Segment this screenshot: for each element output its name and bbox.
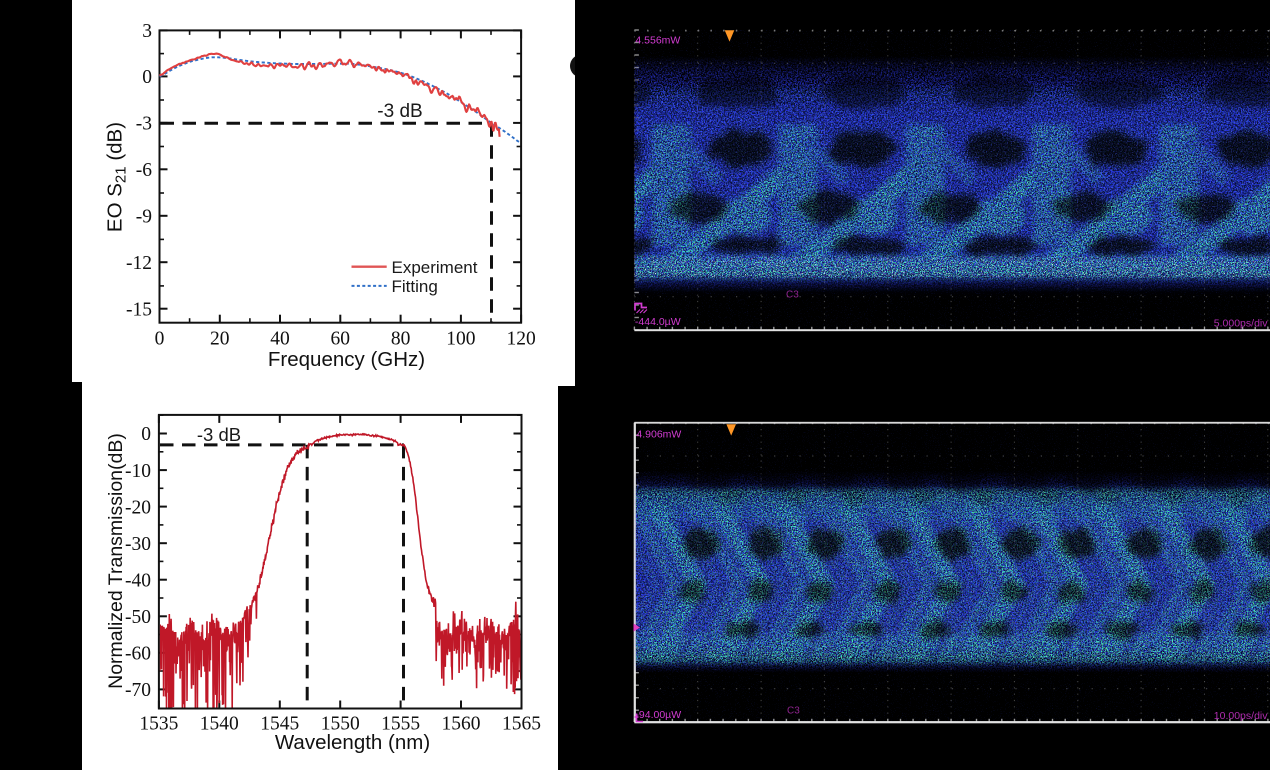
svg-text:C3: C3 — [787, 706, 800, 717]
svg-text:-20: -20 — [125, 497, 151, 518]
svg-text:0: 0 — [155, 329, 165, 350]
svg-text:Frequency (GHz): Frequency (GHz) — [268, 348, 425, 371]
svg-text:-15: -15 — [126, 299, 152, 320]
svg-text:80: 80 — [391, 329, 411, 350]
svg-text:20: 20 — [210, 329, 230, 350]
svg-text:4.556mW: 4.556mW — [635, 35, 680, 47]
svg-text:-40: -40 — [125, 570, 151, 591]
svg-text:10.00ps/div: 10.00ps/div — [1214, 710, 1268, 722]
svg-text:-30: -30 — [125, 534, 151, 555]
svg-text:3: 3 — [142, 21, 152, 42]
svg-text:1540: 1540 — [200, 714, 239, 735]
svg-text:-9: -9 — [136, 207, 152, 228]
svg-text:-50: -50 — [125, 607, 151, 628]
svg-text:-6: -6 — [136, 160, 152, 181]
svg-text:C3: C3 — [786, 290, 799, 301]
svg-text:-94.00µW: -94.00µW — [635, 709, 681, 721]
svg-text:1560: 1560 — [442, 714, 481, 735]
svg-text:0: 0 — [142, 67, 152, 88]
svg-text:-3 dB: -3 dB — [377, 101, 422, 122]
svg-text:EO S21 (dB): EO S21 (dB) — [104, 122, 130, 232]
svg-text:1565: 1565 — [502, 714, 541, 735]
svg-text:Fitting: Fitting — [392, 277, 438, 296]
svg-text:1545: 1545 — [260, 714, 299, 735]
svg-text:100: 100 — [446, 329, 475, 350]
svg-text:-10: -10 — [125, 461, 151, 482]
svg-text:Wavelength (nm): Wavelength (nm) — [275, 731, 430, 754]
svg-text:40: 40 — [270, 329, 290, 350]
svg-text:120: 120 — [506, 329, 535, 350]
svg-text:-444.0µW: -444.0µW — [635, 316, 681, 328]
svg-text:0: 0 — [141, 424, 151, 445]
svg-text:1535: 1535 — [139, 714, 178, 735]
svg-text:4.906mW: 4.906mW — [636, 429, 681, 441]
svg-text:1555: 1555 — [381, 714, 420, 735]
svg-text:Experiment: Experiment — [392, 258, 478, 277]
svg-text:60: 60 — [331, 329, 351, 350]
svg-text:Normalized Transmission(dB): Normalized Transmission(dB) — [105, 433, 127, 689]
svg-text:1550: 1550 — [321, 714, 360, 735]
svg-text:5.000ps/div: 5.000ps/div — [1214, 318, 1268, 330]
svg-text:-3 dB: -3 dB — [197, 424, 241, 445]
svg-text:-70: -70 — [125, 680, 151, 701]
svg-text:-3: -3 — [136, 114, 152, 135]
svg-text:-12: -12 — [126, 253, 152, 274]
svg-text:-60: -60 — [125, 644, 151, 665]
